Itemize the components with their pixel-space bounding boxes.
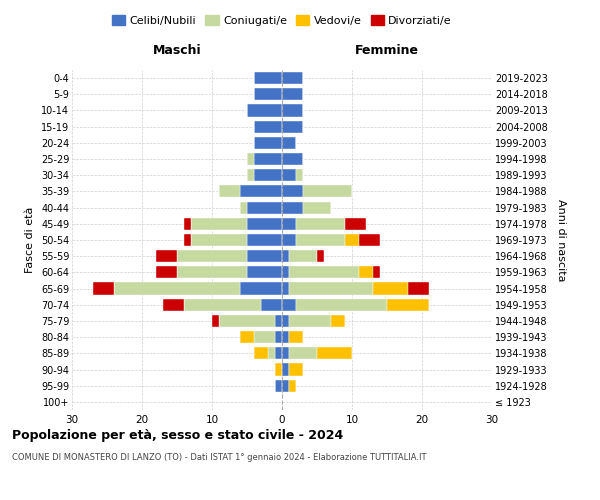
Bar [282,88,303,101]
Bar [282,348,289,360]
Bar [282,315,289,327]
Bar [247,250,282,262]
Y-axis label: Anni di nascita: Anni di nascita [556,198,566,281]
Bar [261,298,282,311]
Bar [373,266,380,278]
Text: Femmine: Femmine [355,44,419,57]
Bar [247,153,254,165]
Bar [345,218,366,230]
Bar [212,315,219,327]
Bar [289,364,303,376]
Text: Popolazione per età, sesso e stato civile - 2024: Popolazione per età, sesso e stato civil… [12,430,343,442]
Text: COMUNE DI MONASTERO DI LANZO (TO) - Dati ISTAT 1° gennaio 2024 - Elaborazione TU: COMUNE DI MONASTERO DI LANZO (TO) - Dati… [12,454,427,462]
Bar [373,282,408,294]
Bar [184,234,191,246]
Bar [247,218,282,230]
Bar [275,380,282,392]
Bar [191,218,247,230]
Bar [184,218,191,230]
Bar [163,298,184,311]
Bar [254,153,282,165]
Bar [289,380,296,392]
Bar [289,266,359,278]
Bar [247,169,254,181]
Bar [296,218,345,230]
Bar [114,282,240,294]
Bar [408,282,429,294]
Bar [359,234,380,246]
Bar [317,348,352,360]
Bar [247,104,282,117]
Bar [289,282,373,294]
Bar [289,331,303,343]
Bar [296,169,303,181]
Bar [247,234,282,246]
Y-axis label: Fasce di età: Fasce di età [25,207,35,273]
Bar [282,266,289,278]
Bar [289,348,317,360]
Bar [254,120,282,132]
Bar [387,298,429,311]
Bar [184,298,261,311]
Bar [282,169,296,181]
Bar [240,282,282,294]
Bar [275,331,282,343]
Bar [282,104,303,117]
Bar [359,266,373,278]
Bar [247,266,282,278]
Bar [247,202,282,213]
Bar [289,250,317,262]
Bar [296,234,345,246]
Bar [156,250,177,262]
Bar [282,137,296,149]
Bar [282,364,289,376]
Bar [296,298,387,311]
Bar [219,315,275,327]
Bar [275,315,282,327]
Text: Maschi: Maschi [152,44,202,57]
Bar [240,202,247,213]
Bar [282,298,296,311]
Bar [331,315,345,327]
Bar [289,315,331,327]
Bar [282,186,303,198]
Bar [282,250,289,262]
Bar [254,137,282,149]
Bar [268,348,275,360]
Bar [303,186,352,198]
Bar [254,331,275,343]
Bar [254,88,282,101]
Bar [191,234,247,246]
Bar [177,250,247,262]
Bar [254,169,282,181]
Bar [345,234,359,246]
Bar [282,218,296,230]
Bar [282,234,296,246]
Bar [282,202,303,213]
Bar [177,266,247,278]
Bar [282,72,303,84]
Bar [282,331,289,343]
Bar [275,348,282,360]
Bar [240,186,282,198]
Bar [254,72,282,84]
Legend: Celibi/Nubili, Coniugati/e, Vedovi/e, Divorziati/e: Celibi/Nubili, Coniugati/e, Vedovi/e, Di… [107,10,457,30]
Bar [282,120,303,132]
Bar [219,186,240,198]
Bar [282,282,289,294]
Bar [156,266,177,278]
Bar [317,250,324,262]
Bar [282,380,289,392]
Bar [275,364,282,376]
Bar [282,153,303,165]
Bar [254,348,268,360]
Bar [303,202,331,213]
Bar [240,331,254,343]
Bar [93,282,114,294]
